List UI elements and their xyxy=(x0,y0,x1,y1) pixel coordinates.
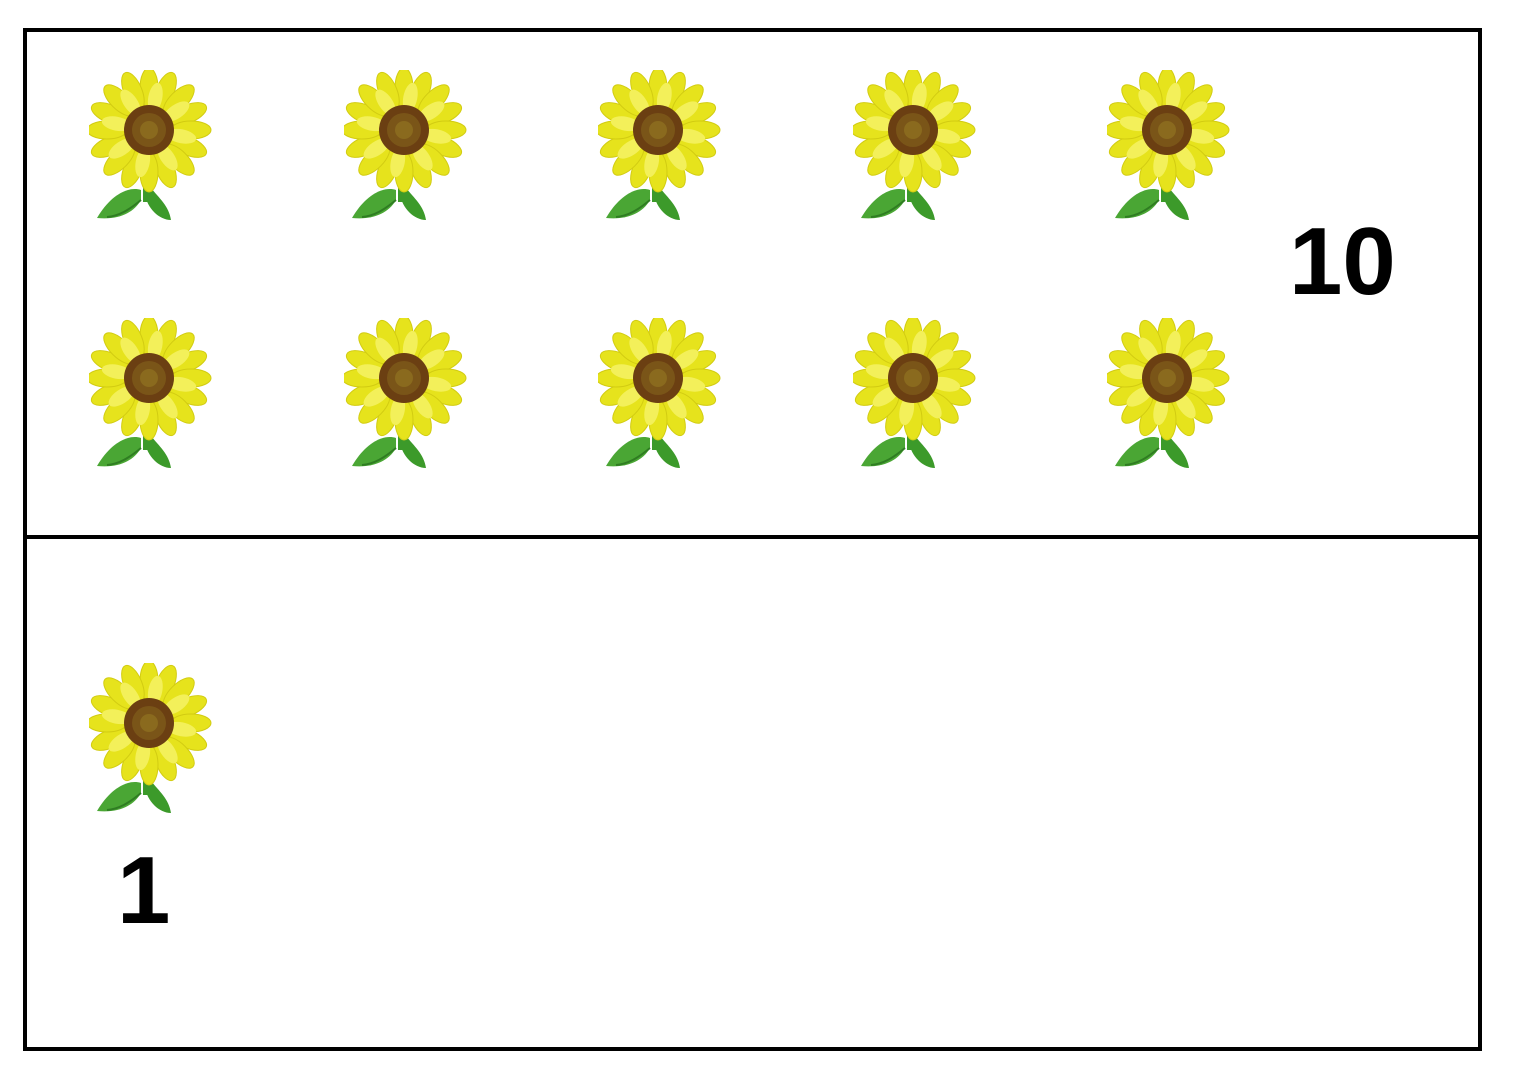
ones-panel: 1 xyxy=(27,539,1478,1051)
sunflower-icon xyxy=(598,70,722,222)
sunflower-icon xyxy=(853,70,977,222)
ones-count-label: 1 xyxy=(117,837,171,944)
sunflower-icon xyxy=(853,318,977,470)
tens-count-label: 10 xyxy=(1289,208,1396,315)
sunflower-icon xyxy=(89,70,213,222)
sunflower-icon xyxy=(1107,70,1231,222)
divider xyxy=(27,535,1478,539)
sunflower-icon xyxy=(89,663,213,815)
sunflower-icon xyxy=(344,318,468,470)
sunflower-icon xyxy=(598,318,722,470)
place-value-card: 10 1 xyxy=(23,28,1482,1051)
sunflower-icon xyxy=(344,70,468,222)
sunflower-icon xyxy=(89,318,213,470)
tens-panel: 10 xyxy=(27,32,1478,535)
sunflower-icon xyxy=(1107,318,1231,470)
